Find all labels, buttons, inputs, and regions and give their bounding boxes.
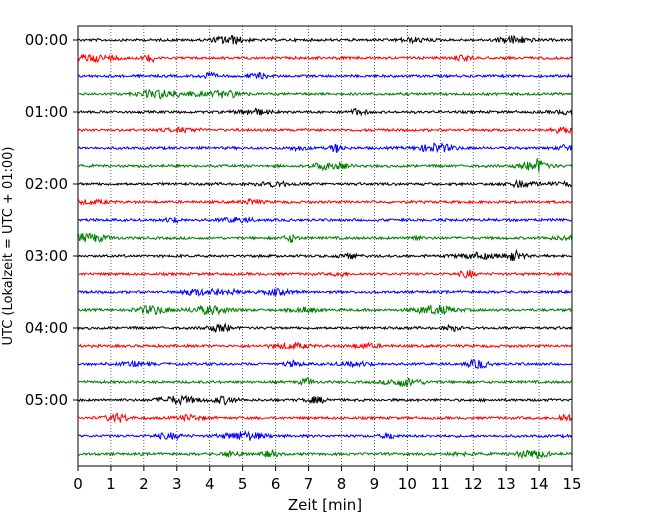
trace-line	[77, 216, 572, 224]
x-tick-label: 4	[205, 475, 215, 493]
trace-line	[77, 269, 572, 279]
x-tick-label: 2	[139, 475, 149, 493]
x-tick-label: 8	[337, 475, 347, 493]
x-tick-label: 9	[370, 475, 380, 493]
trace-line	[77, 158, 573, 173]
trace-line	[77, 341, 573, 351]
grid-lines	[110, 26, 540, 466]
x-tick-label: 13	[497, 475, 516, 493]
y-tick-label: 01:00	[25, 103, 68, 121]
trace-line	[77, 412, 573, 424]
y-tick-label: 02:00	[25, 175, 68, 193]
trace-line	[77, 197, 572, 206]
x-tick-label: 14	[530, 475, 549, 493]
y-axis-ticks: 00:00 01:00 02:00 03:00 04:00 05:00	[25, 31, 78, 409]
x-tick-label: 3	[172, 475, 182, 493]
trace-line	[77, 322, 573, 333]
y-tick-label: 00:00	[25, 31, 68, 49]
y-tick-label: 03:00	[25, 247, 68, 265]
y-tick-label: 04:00	[25, 319, 68, 337]
trace-line	[77, 248, 572, 261]
trace-line	[77, 142, 573, 154]
y-axis-label: UTC (Lokalzeit = UTC + 01:00)	[1, 147, 16, 346]
trace-line	[77, 178, 572, 189]
x-tick-label: 7	[304, 475, 314, 493]
x-tick-label: 12	[464, 475, 483, 493]
y-tick-label: 05:00	[25, 391, 68, 409]
x-axis-ticks: 0 1 2 3 4 5 6 7 8 9 10 11 12 13 14 15	[73, 466, 582, 493]
trace-line	[77, 71, 573, 80]
x-tick-label: 15	[562, 475, 581, 493]
trace-line	[77, 88, 572, 100]
trace-line	[77, 287, 573, 298]
x-tick-label: 0	[73, 475, 83, 493]
trace-line	[77, 304, 573, 316]
trace-line	[77, 448, 573, 460]
x-axis-label: Zeit [min]	[288, 496, 362, 514]
trace-line	[77, 107, 573, 117]
trace-line	[77, 377, 572, 388]
x-tick-label: 5	[238, 475, 248, 493]
seismic-traces	[77, 34, 573, 460]
x-tick-label: 10	[398, 475, 417, 493]
trace-line	[77, 232, 573, 244]
trace-line	[77, 358, 572, 370]
trace-line	[77, 53, 573, 64]
trace-line	[77, 34, 573, 46]
x-tick-label: 6	[271, 475, 281, 493]
x-tick-label: 1	[106, 475, 116, 493]
trace-line	[77, 126, 573, 135]
trace-line	[77, 429, 573, 441]
trace-line	[77, 394, 572, 407]
x-tick-label: 11	[431, 475, 450, 493]
